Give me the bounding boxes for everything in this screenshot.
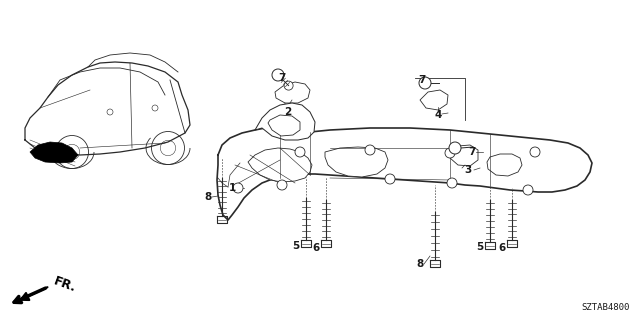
Text: 5: 5 [292, 241, 300, 251]
Text: 1: 1 [228, 183, 236, 193]
Text: 8: 8 [417, 259, 424, 269]
Polygon shape [255, 103, 315, 140]
Circle shape [530, 147, 540, 157]
Text: 7: 7 [468, 147, 476, 157]
Polygon shape [30, 142, 78, 163]
Text: 6: 6 [312, 243, 319, 253]
Circle shape [419, 77, 431, 89]
Polygon shape [217, 128, 592, 220]
Text: 7: 7 [278, 73, 285, 83]
Text: 7: 7 [419, 75, 426, 85]
Circle shape [523, 185, 533, 195]
Text: 5: 5 [476, 242, 484, 252]
Text: FR.: FR. [52, 275, 78, 295]
Circle shape [449, 142, 461, 154]
Circle shape [385, 174, 395, 184]
Circle shape [233, 183, 243, 193]
Circle shape [272, 69, 284, 81]
Circle shape [295, 147, 305, 157]
Text: 2: 2 [284, 107, 292, 117]
Circle shape [365, 145, 375, 155]
Text: 8: 8 [204, 192, 212, 202]
Circle shape [277, 180, 287, 190]
Polygon shape [325, 147, 388, 177]
Polygon shape [420, 90, 448, 110]
Text: 4: 4 [435, 110, 442, 120]
Polygon shape [487, 154, 522, 176]
Circle shape [284, 81, 293, 90]
Circle shape [445, 148, 455, 158]
Polygon shape [268, 115, 300, 136]
Circle shape [447, 178, 457, 188]
Polygon shape [275, 82, 310, 103]
Text: 6: 6 [499, 243, 506, 253]
Polygon shape [450, 145, 478, 166]
Text: 3: 3 [465, 165, 472, 175]
Text: SZTAB4800: SZTAB4800 [582, 303, 630, 312]
Polygon shape [248, 148, 312, 182]
